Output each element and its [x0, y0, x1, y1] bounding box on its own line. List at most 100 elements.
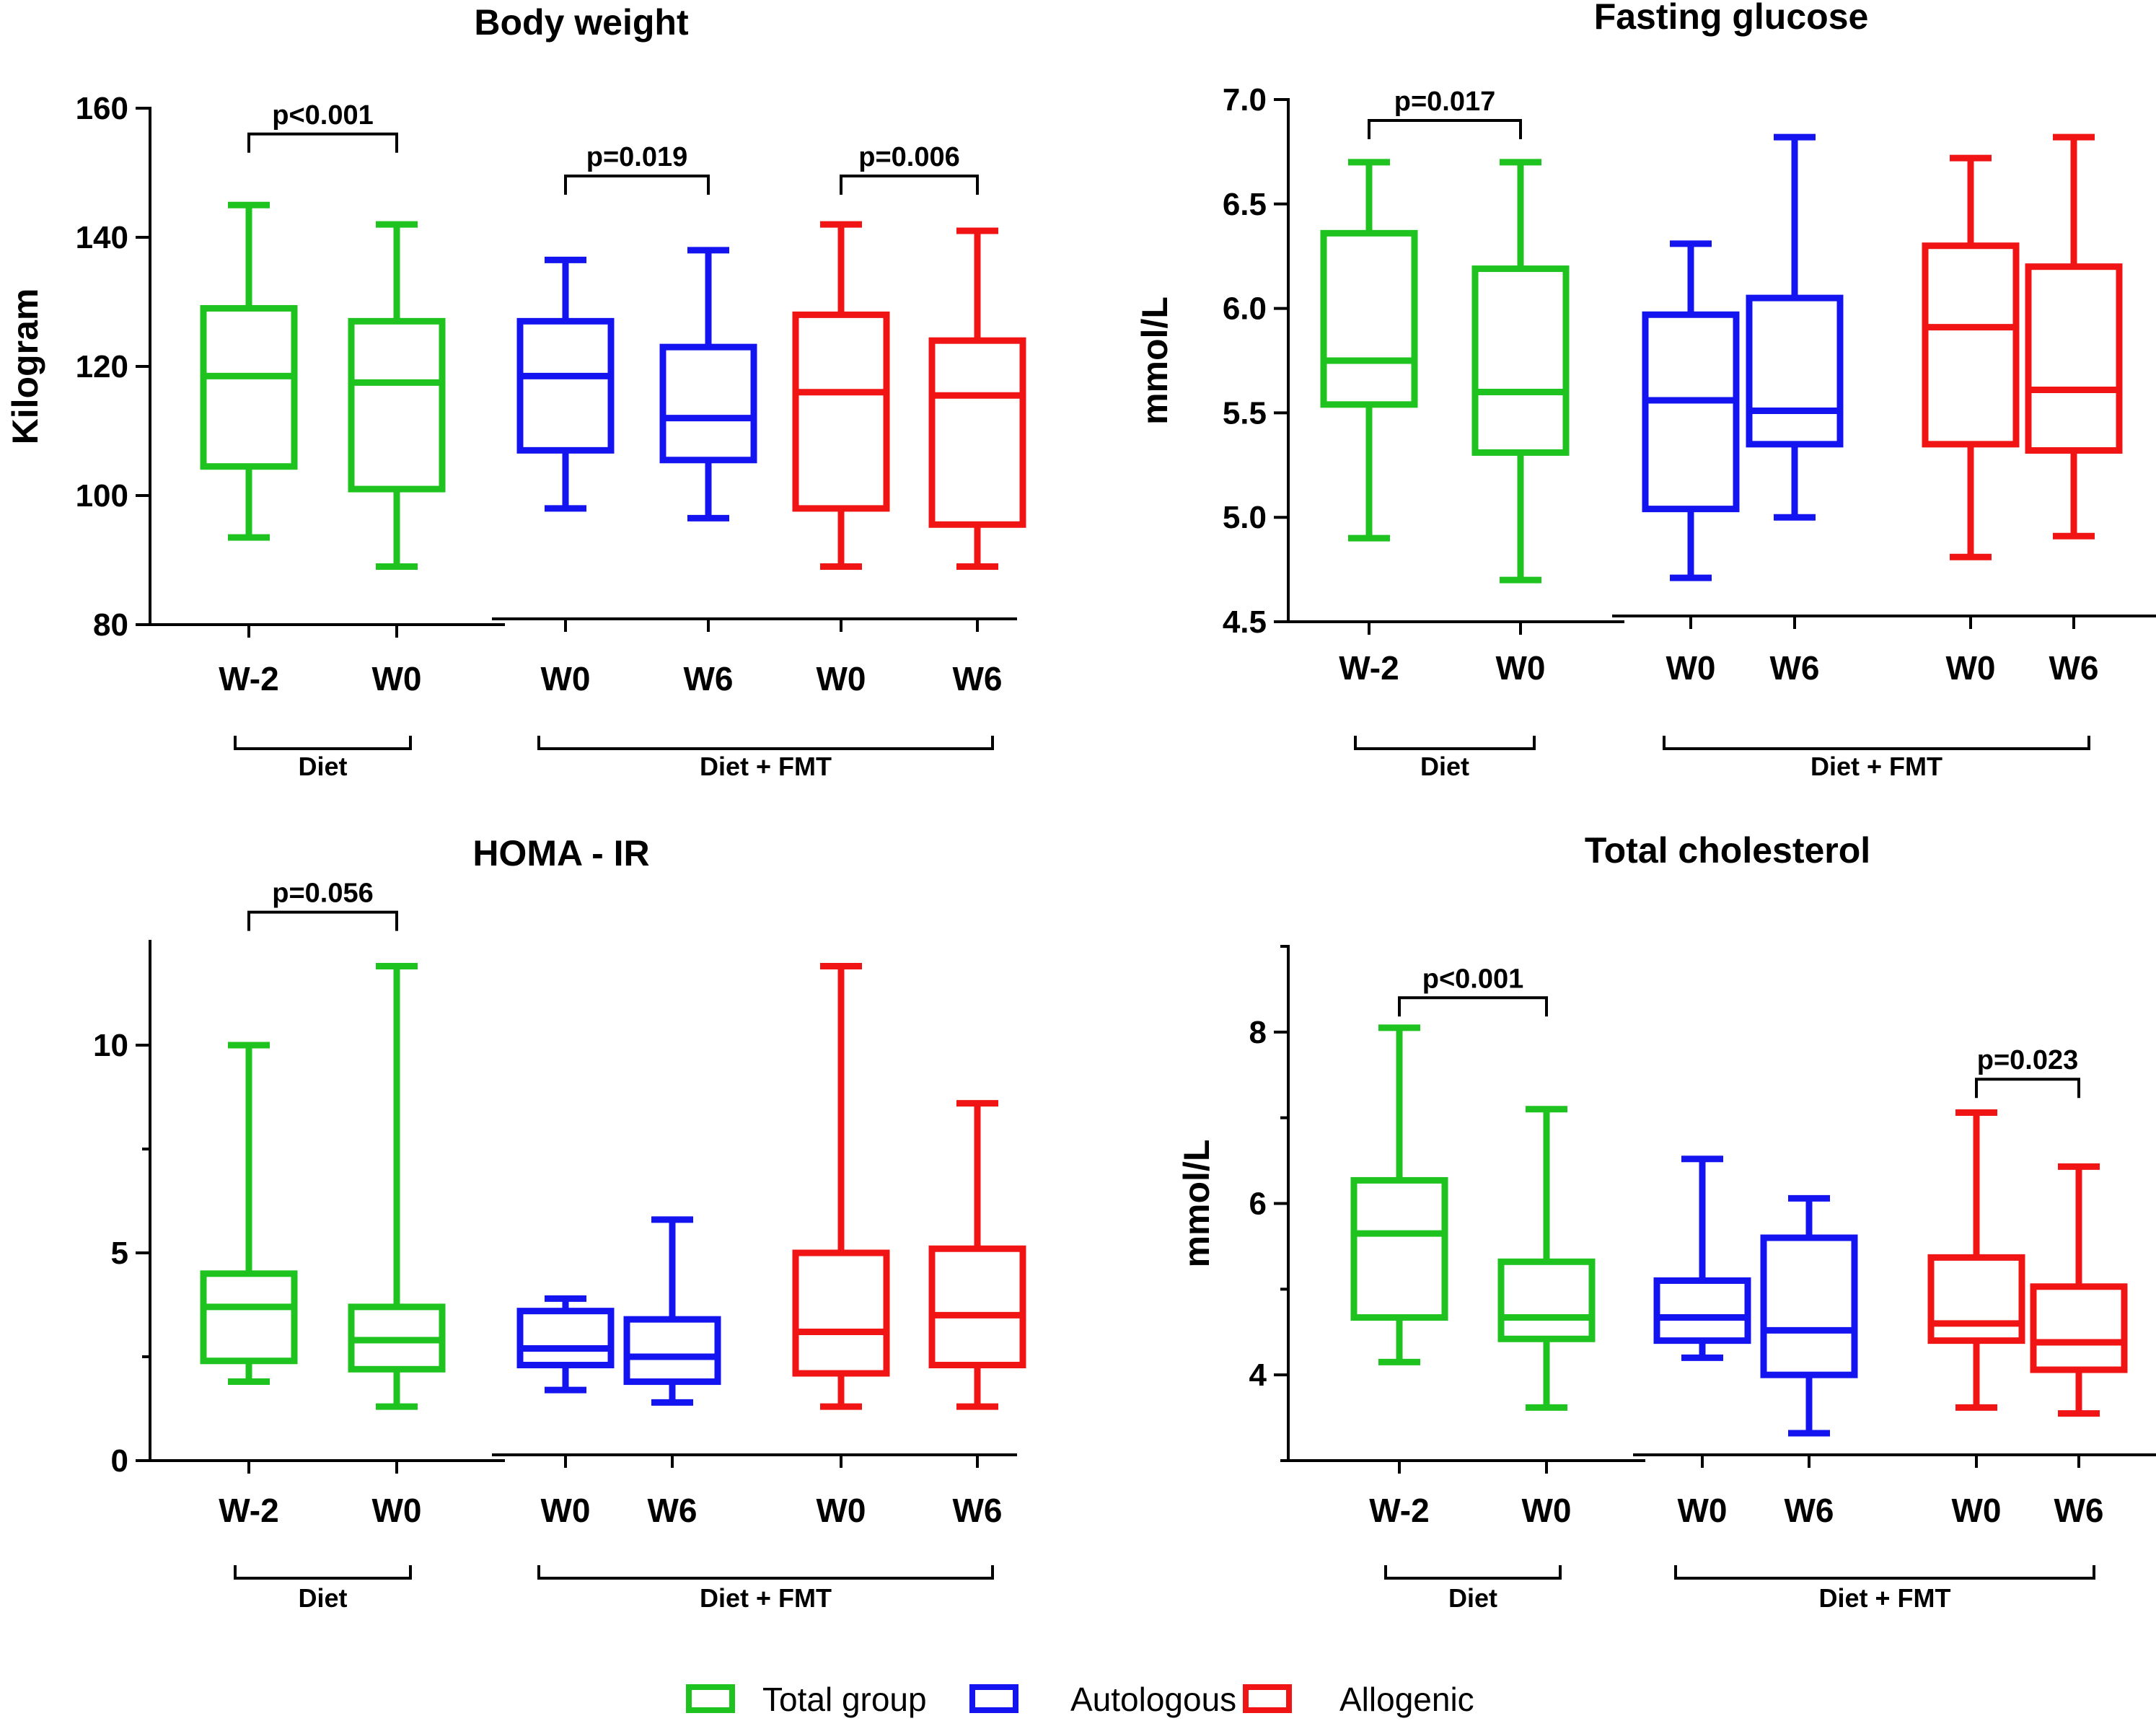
- x-category-label: W6: [1770, 649, 1820, 687]
- group-label: Diet + FMT: [700, 752, 832, 781]
- group-bracket: [537, 736, 994, 750]
- x-category-label: W0: [817, 1492, 866, 1529]
- box-allogenic-w6: [928, 227, 1026, 570]
- group-label: Diet: [298, 1583, 347, 1613]
- group-bracket: [234, 1565, 412, 1580]
- x-category-label: W0: [1522, 1492, 1572, 1529]
- box-allogenic-w0: [792, 963, 890, 1410]
- p-value-label: p=0.023: [1977, 1045, 2079, 1075]
- significance-bracket: [247, 132, 398, 153]
- group-bracket: [1354, 736, 1536, 750]
- x-category-label: W0: [372, 1492, 422, 1529]
- y-tick-label: 0: [111, 1443, 128, 1479]
- box-iqr: [1922, 242, 2020, 448]
- group-label: Diet + FMT: [1818, 1583, 1950, 1613]
- y-tick-label: 80: [93, 607, 128, 643]
- box-iqr: [928, 337, 1026, 528]
- y-axis-label: mmol/L: [1135, 296, 1175, 425]
- x-category-label: W0: [541, 660, 591, 697]
- box-iqr: [2025, 263, 2123, 454]
- box-iqr: [200, 1270, 298, 1365]
- box-iqr: [1497, 1258, 1596, 1342]
- box-total-group-w0: [1471, 159, 1570, 584]
- y-tick-label: 160: [76, 91, 128, 126]
- y-tick-label: 140: [76, 220, 128, 255]
- y-tick-label: 5.0: [1223, 500, 1267, 535]
- p-value-label: p<0.001: [272, 100, 374, 131]
- group-label: Diet + FMT: [1810, 752, 1942, 781]
- y-tick-label: 4.5: [1223, 604, 1267, 640]
- box-iqr: [792, 1249, 890, 1377]
- box-iqr: [1653, 1277, 1751, 1344]
- box-allogenic-w0: [792, 221, 890, 570]
- p-value-label: p=0.006: [858, 142, 960, 172]
- box-allogenic-w6: [928, 1100, 1026, 1410]
- total-cholesterol-panel: Total cholesterol mmol/L 4 6 8 W-2 W0 W0 W6 W0 W6 p…: [1176, 830, 2156, 1613]
- x-category-label: W0: [817, 660, 866, 697]
- y-tick-label: 10: [93, 1028, 128, 1063]
- legend-swatch: [969, 1684, 1018, 1713]
- x-category-label: W0: [541, 1492, 591, 1529]
- y-tick-label: 5.5: [1223, 395, 1267, 431]
- box-total-group-w-2: [1320, 159, 1418, 542]
- legend-label: Allogenic: [1339, 1681, 1474, 1718]
- box-iqr: [1350, 1176, 1448, 1321]
- group-label: Diet: [1420, 752, 1469, 781]
- group-bracket: [1674, 1565, 2095, 1580]
- legend-swatch: [686, 1684, 735, 1713]
- y-tick-label: 100: [76, 478, 128, 514]
- y-axis-label: Kilogram: [5, 289, 45, 445]
- box-iqr: [516, 1308, 615, 1369]
- chart-title: Total cholesterol: [1585, 830, 1870, 871]
- group-label: Diet: [1448, 1583, 1497, 1613]
- x-category-label: W6: [2049, 649, 2099, 687]
- x-category-label: W6: [953, 660, 1003, 697]
- box-allogenic-w0: [1922, 154, 2020, 560]
- box-autologous-w6: [1746, 133, 1844, 521]
- legend-label: Autologous: [1070, 1681, 1236, 1718]
- group-bracket: [1663, 736, 2090, 750]
- x-category-label: W6: [648, 1492, 698, 1529]
- significance-bracket: [840, 174, 979, 195]
- x-category-label: W-2: [219, 660, 278, 697]
- box-total-group-w0: [348, 221, 446, 570]
- x-category-label: W-2: [1369, 1492, 1429, 1529]
- x-category-label: W0: [1666, 649, 1716, 687]
- p-value-label: p=0.017: [1394, 87, 1496, 117]
- x-category-label: W6: [684, 660, 734, 697]
- box-iqr: [1927, 1254, 2025, 1344]
- box-iqr: [200, 304, 298, 470]
- x-category-label: W-2: [219, 1492, 278, 1529]
- box-iqr: [348, 317, 446, 493]
- box-iqr: [1320, 229, 1418, 408]
- box-iqr: [659, 343, 757, 464]
- box-allogenic-w6: [2025, 133, 2123, 540]
- box-total-group-w-2: [200, 201, 298, 541]
- fasting-glucose-panel: Fasting glucose mmol/L 4.5 5.0 5.5 6.0 6.5 7.0 W…: [1135, 0, 2156, 781]
- body-weight-panel: Body weight Kilogram 80 100 120 140 160 W-2 W0 W0…: [5, 2, 1026, 781]
- x-category-label: W-2: [1339, 649, 1399, 687]
- group-label: Diet + FMT: [700, 1583, 832, 1613]
- box-autologous-w0: [1653, 1156, 1751, 1361]
- significance-bracket: [1368, 118, 1522, 139]
- legend: Total group Autologous Allogenic: [686, 1681, 1474, 1718]
- x-category-label: W6: [953, 1492, 1003, 1529]
- box-autologous-w0: [516, 1295, 615, 1394]
- box-iqr: [792, 311, 890, 512]
- significance-bracket: [1975, 1078, 2080, 1099]
- box-iqr: [1760, 1234, 1858, 1378]
- box-iqr: [623, 1316, 721, 1386]
- significance-bracket: [564, 174, 710, 195]
- p-value-label: p=0.019: [586, 142, 688, 172]
- box-total-group-w-2: [200, 1042, 298, 1386]
- significance-bracket: [1398, 996, 1548, 1017]
- p-value-label: p<0.001: [1422, 964, 1524, 994]
- y-tick-label: 8: [1249, 1015, 1267, 1050]
- y-tick-label: 6.5: [1223, 187, 1267, 222]
- significance-bracket: [247, 910, 398, 931]
- x-category-label: W0: [1946, 649, 1996, 687]
- x-category-label: W0: [372, 660, 422, 697]
- box-total-group-w0: [1497, 1106, 1596, 1411]
- group-bracket: [234, 736, 412, 750]
